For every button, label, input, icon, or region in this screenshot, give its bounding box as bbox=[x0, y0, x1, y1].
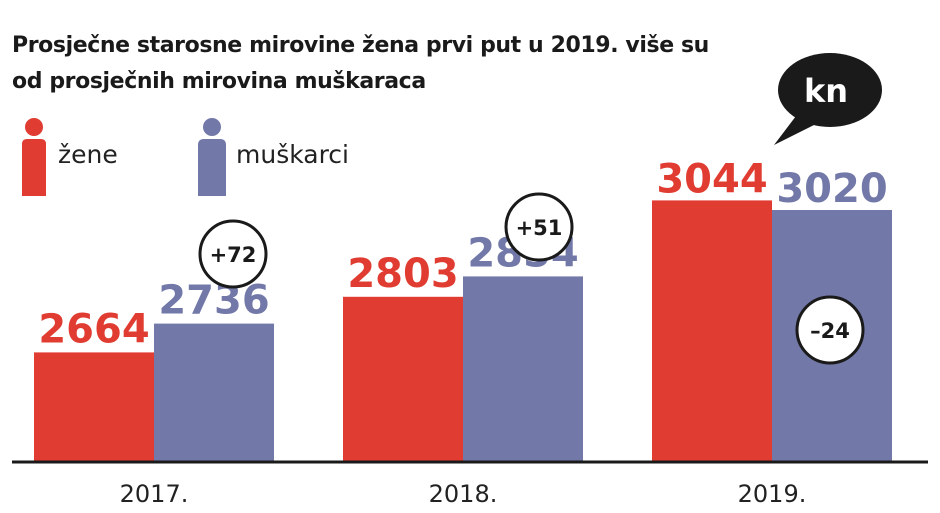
difference-circle-2 bbox=[795, 295, 865, 365]
legend-label-women: žene bbox=[58, 140, 118, 169]
difference-label-1: +51 bbox=[516, 216, 563, 240]
difference-circle-0 bbox=[198, 219, 268, 289]
value-label-men-2: 3020 bbox=[776, 166, 887, 212]
legend-label-men: muškarci bbox=[236, 140, 350, 169]
value-label-men-0: 2736 bbox=[158, 278, 269, 324]
value-label-women-0: 2664 bbox=[38, 306, 149, 352]
difference-label-2: –24 bbox=[810, 319, 850, 343]
x-axis-label-2: 2019. bbox=[738, 480, 807, 508]
currency-badge: kn bbox=[770, 50, 885, 155]
value-label-women-1: 2803 bbox=[347, 251, 458, 297]
difference-label-0: +72 bbox=[210, 243, 257, 267]
chart-title: Prosječne starosne mirovine žena prvi pu… bbox=[12, 33, 709, 94]
bar-women-2 bbox=[652, 200, 772, 462]
bar-men-1 bbox=[463, 276, 583, 462]
bar-women-1 bbox=[343, 296, 463, 462]
woman-icon bbox=[22, 118, 46, 196]
man-icon bbox=[198, 118, 226, 196]
x-axis-label-0: 2017. bbox=[120, 480, 189, 508]
value-label-women-2: 3044 bbox=[656, 156, 767, 202]
currency-label: kn bbox=[803, 72, 849, 110]
bar-men-0 bbox=[154, 323, 274, 462]
x-axis-label-1: 2018. bbox=[429, 480, 498, 508]
bar-women-0 bbox=[34, 352, 154, 462]
speech-bubble-icon bbox=[774, 53, 882, 145]
difference-circle-1 bbox=[504, 192, 574, 262]
